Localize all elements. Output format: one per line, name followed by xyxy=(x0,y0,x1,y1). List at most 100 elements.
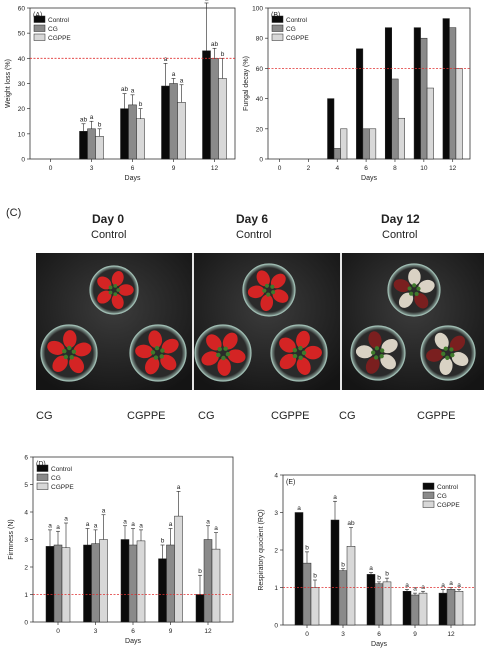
strawberry xyxy=(52,355,68,372)
chart-e-sig-letter: b xyxy=(385,571,389,578)
chart-e-sig-letter: a xyxy=(405,582,409,589)
strawberry-calyx xyxy=(370,350,376,355)
chart-e-bar-cg xyxy=(446,589,456,626)
chart-a-legend-label-cgppe: CGPPE xyxy=(48,35,71,42)
strawberry-calyx xyxy=(266,292,271,297)
chart-e-sig-letter: a xyxy=(333,494,337,501)
chart-b-bar-control xyxy=(442,18,450,160)
chart-a-sig-letter: a xyxy=(172,71,176,78)
chart-a-ytick-label: 10 xyxy=(18,131,26,138)
chart-d-ytick-label: 2 xyxy=(24,565,28,572)
strawberry-calyx xyxy=(63,354,69,360)
strawberry-calyx xyxy=(154,345,160,351)
chart-a-bar-control xyxy=(202,50,211,160)
chart-e-xtick-label: 3 xyxy=(341,631,345,638)
chart-d-legend-label-cg: CG xyxy=(51,475,61,482)
strawberry xyxy=(408,268,421,286)
strawberry xyxy=(393,279,410,293)
chart-e-sig-letter: b xyxy=(377,574,381,581)
chart-e-legend-swatch-control xyxy=(422,482,435,490)
chart-b-ytick-label: 60 xyxy=(256,66,264,73)
chart-a-legend-swatch-cg xyxy=(33,24,46,32)
chart-b-bar-cgppe xyxy=(426,87,434,160)
chart-b-legend-label-control: Control xyxy=(286,17,308,24)
chart-d-bar-cgppe xyxy=(136,540,146,623)
strawberry-calyx xyxy=(374,346,380,351)
chart-e-bar-cg xyxy=(410,594,420,626)
chart-d-ytick-label: 0 xyxy=(24,620,28,627)
chart-a-panel-label: (A) xyxy=(33,12,42,19)
chart-b-frame xyxy=(267,7,471,160)
chart-d-bar-cg xyxy=(166,544,175,623)
chart-b-ytick-label: 20 xyxy=(256,126,264,133)
chart-e-legend-label-cg: CG xyxy=(437,493,447,500)
strawberry-calyx xyxy=(216,352,221,358)
chart-d-xtick-label: 0 xyxy=(56,628,60,635)
strawberry-calyx xyxy=(225,351,231,357)
chart-d-xtick-label: 12 xyxy=(204,628,212,635)
chart-e-xtick-label: 12 xyxy=(447,631,455,638)
chart-a-legend-swatch-cgppe xyxy=(33,33,46,41)
strawberry xyxy=(148,330,163,349)
chart-b-legend-label-cg: CG xyxy=(286,26,296,33)
chart-e-legend-swatch-cg xyxy=(422,491,435,499)
chart-a-bar-control xyxy=(79,131,88,160)
chart-e-legend-swatch-cgppe xyxy=(422,500,435,508)
strawberry xyxy=(296,330,310,349)
strawberry xyxy=(256,270,270,287)
chart-d-ytick-label: 3 xyxy=(24,537,28,544)
strawberry xyxy=(247,285,265,299)
chart-a-xtick-label: 6 xyxy=(131,165,135,172)
chart-a-bar-cg xyxy=(87,128,96,160)
chart-d-sig-letter: a xyxy=(214,525,218,532)
chart-e-xtick-label: 9 xyxy=(413,631,417,638)
chart-e-sig-letter: a xyxy=(457,582,461,589)
chart-b-bar-control xyxy=(327,98,335,160)
strawberry xyxy=(279,337,296,353)
caption-cgppe-day12: CGPPE xyxy=(417,410,456,422)
chart-d-sig-letter: a xyxy=(131,521,135,528)
chart-b-bar-control xyxy=(384,27,392,160)
chart-a-bar-cgppe xyxy=(95,136,104,160)
chart-e-sig-letter: a xyxy=(413,586,417,593)
chart-d-sig-letter: a xyxy=(48,522,52,529)
chart-d-bar-cg xyxy=(91,543,100,623)
chart-d-bar-cgppe xyxy=(99,539,108,623)
chart-a-bar-control xyxy=(120,108,129,160)
strawberry xyxy=(217,358,231,376)
strawberry xyxy=(270,273,286,289)
chart-b-bar-cg xyxy=(420,37,428,160)
chart-a-sig-letter: ab xyxy=(80,116,88,123)
chart-d-sig-letter: b xyxy=(161,538,165,545)
strawberry-calyx xyxy=(301,350,307,356)
chart-a-ylabel: Weight loss (%) xyxy=(5,59,12,108)
strawberry-calyx xyxy=(62,348,67,354)
chart-a-xtick-label: 9 xyxy=(172,165,176,172)
chart-a-sig-letter: a xyxy=(205,0,209,2)
caption-cg-day12: CG xyxy=(339,410,356,422)
chart-a-legend-label-control: Control xyxy=(48,17,70,24)
chart-a-bar-cgppe xyxy=(136,118,145,160)
strawberry xyxy=(304,345,322,360)
chart-e-bar-cg xyxy=(338,570,348,626)
strawberry xyxy=(418,279,435,293)
strawberry xyxy=(380,354,396,370)
strawberry-calyx xyxy=(262,288,267,293)
strawberry xyxy=(439,357,453,375)
chart-d-bar-cgppe xyxy=(211,548,221,623)
chart-e-frame xyxy=(282,474,476,626)
chart-b-bar-cg xyxy=(449,27,457,160)
chart-e-panel-label: (E) xyxy=(286,479,295,486)
strawberry xyxy=(227,349,246,364)
chart-b-ytick-label: 100 xyxy=(252,6,263,13)
chart-b-ytick-label: 80 xyxy=(256,36,264,43)
strawberry-calyx xyxy=(221,355,226,361)
chart-b-ytick-label: 0 xyxy=(259,157,263,164)
strawberry-calyx xyxy=(153,355,159,360)
strawberry xyxy=(272,289,289,303)
chart-a-sig-letter: b xyxy=(221,51,225,58)
chart-d-bar-control xyxy=(158,558,167,623)
strawberry-calyx xyxy=(407,286,412,291)
strawberry-calyx xyxy=(441,351,446,356)
chart-e-ytick-label: 0 xyxy=(274,623,278,630)
